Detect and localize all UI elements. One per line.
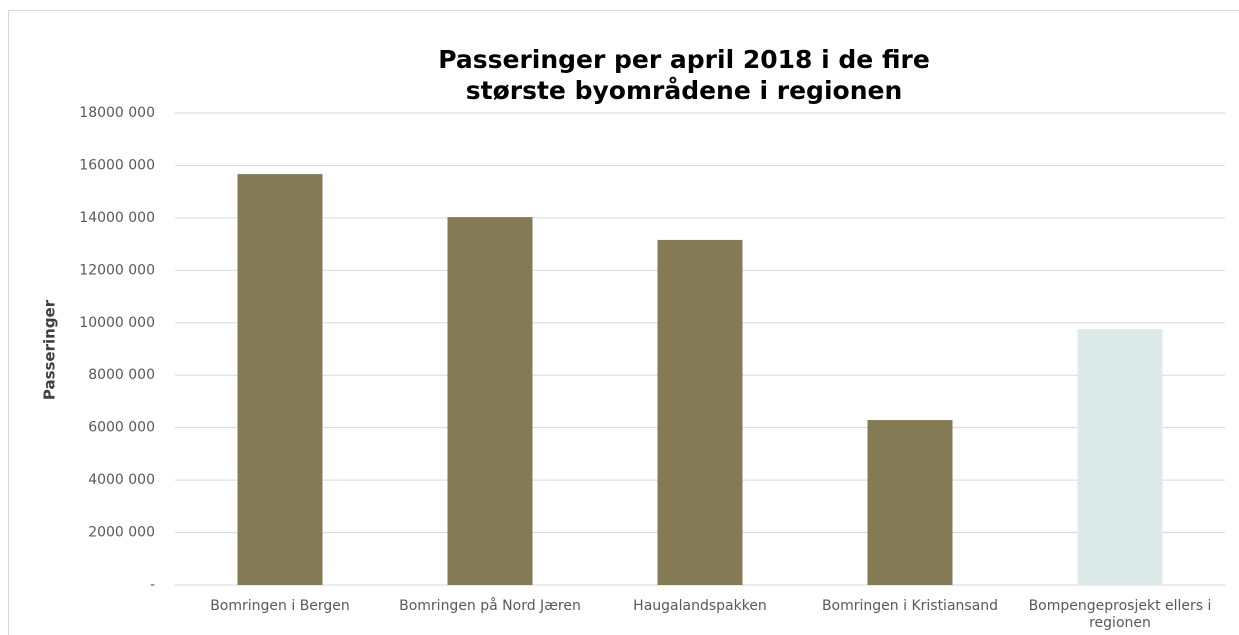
y-tick-label: 6000 000 xyxy=(88,420,155,436)
bar xyxy=(657,239,743,585)
x-tick-label: Bomringen i Bergen xyxy=(210,598,350,614)
chart-border xyxy=(8,10,1239,635)
bar xyxy=(867,420,953,585)
bar xyxy=(1077,329,1163,585)
bar xyxy=(237,174,323,585)
y-tick-label: 14000 000 xyxy=(79,210,155,226)
y-tick-label: 18000 000 xyxy=(79,105,155,121)
y-tick-label: 16000 000 xyxy=(79,157,155,173)
y-tick-label: 12000 000 xyxy=(79,262,155,278)
bar xyxy=(447,217,533,585)
y-tick-label: 2000 000 xyxy=(88,525,155,541)
chart-title: Passeringer per april 2018 i de fire stø… xyxy=(438,45,930,105)
x-tick-label: Bompengeprosjekt ellers i regionen xyxy=(1028,598,1212,631)
y-tick-label: - xyxy=(150,577,155,593)
y-axis-label: Passeringer xyxy=(41,299,59,400)
y-tick-label: 8000 000 xyxy=(88,367,155,383)
x-tick-label: Bomringen på Nord Jæren xyxy=(399,598,581,614)
x-tick-label: Bomringen i Kristiansand xyxy=(821,598,999,614)
x-tick-label: Haugalandspakken xyxy=(633,598,767,614)
y-tick-label: 4000 000 xyxy=(88,472,155,488)
y-tick-label: 10000 000 xyxy=(79,315,155,331)
